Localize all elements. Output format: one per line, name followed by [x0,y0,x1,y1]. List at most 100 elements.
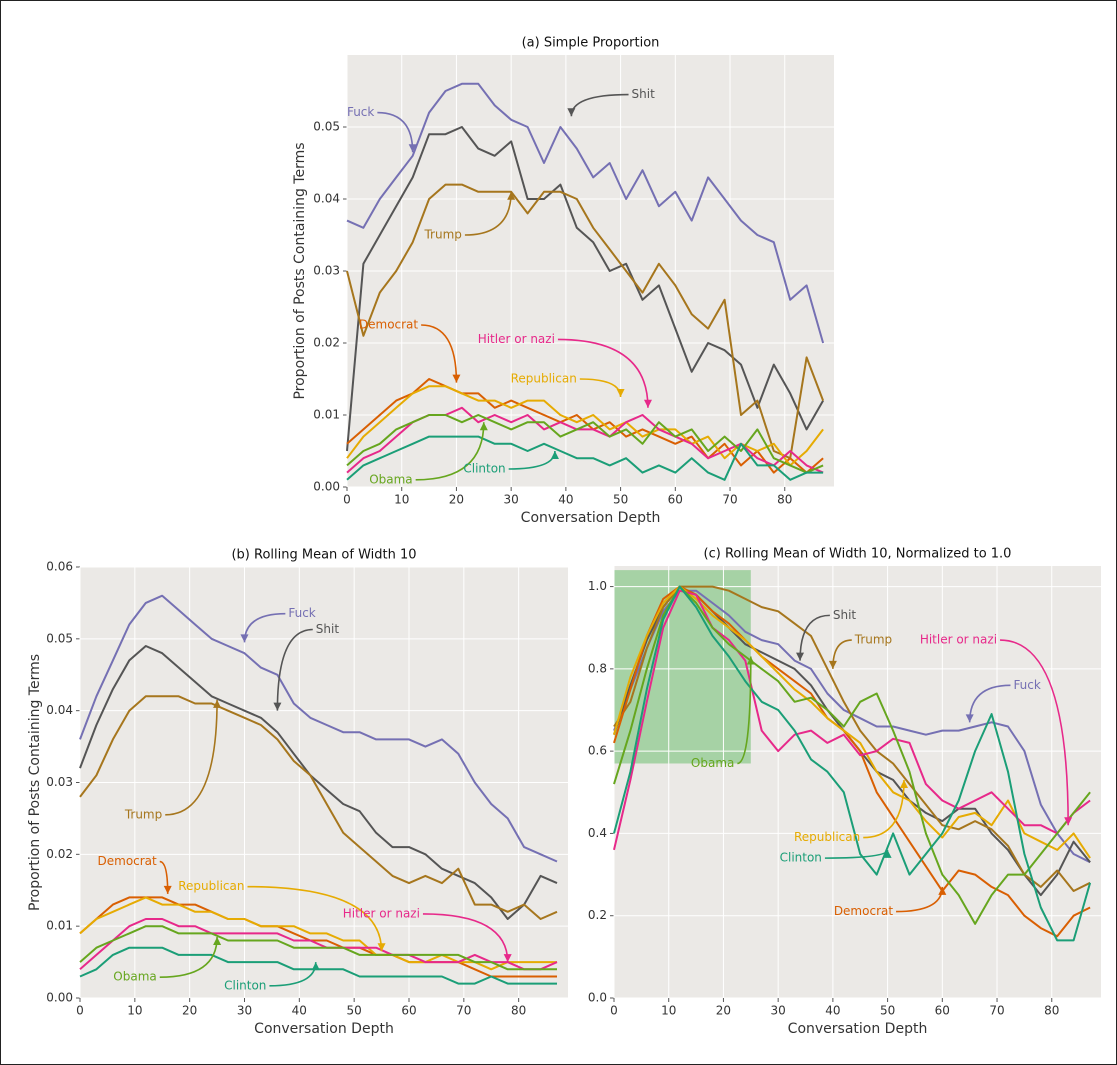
x-tick-label: 30 [504,493,519,507]
chart-title: (a) Simple Proportion [522,36,660,51]
x-tick-label: 10 [661,1004,676,1018]
annotation-label: Clinton [463,462,505,476]
y-tick-label: 0.04 [46,703,73,717]
x-tick-label: 20 [716,1004,731,1018]
annotation-arrowhead [213,936,222,945]
annotation-arrowhead [938,886,947,895]
annotation-label: Trump [854,633,892,647]
annotation-label: Democrat [359,318,419,332]
x-tick-label: 50 [613,493,628,507]
annotation-label: Obama [113,970,156,984]
x-tick-label: 20 [182,1004,197,1018]
series-line [79,695,558,920]
x-tick-label: 20 [449,493,464,507]
y-tick-label: 0.8 [588,661,607,675]
y-tick-label: 0.00 [313,480,340,494]
annotation-label: Clinton [780,851,822,865]
annotation-arrow [421,324,458,383]
annotation-arrowhead [377,943,386,952]
y-tick-label: 0.06 [46,560,73,574]
x-axis-label: Conversation Depth [254,1021,394,1037]
annotation-arrowhead [828,660,837,669]
annotation-arrowhead [1064,817,1073,826]
x-tick-label: 10 [394,493,409,507]
annotation-arrow [1000,639,1069,826]
annotation-label: Fuck [1013,678,1040,692]
x-tick-label: 40 [825,1004,840,1018]
annotation-label: Shit [316,622,340,636]
annotation-arrow [247,885,383,952]
annotation-arrow [737,656,752,765]
annotation-label: Democrat [834,904,894,918]
annotation-arrowhead [273,702,282,711]
x-tick-label: 40 [292,1004,307,1018]
y-axis-label: Proportion of Posts Containing Terms [27,654,43,911]
annotation-label: Shit [632,87,656,101]
series-line [346,82,825,344]
x-tick-label: 80 [511,1004,526,1018]
annotation-label: Shit [833,608,857,622]
series-line [613,585,1092,942]
annotation-arrowhead [550,451,559,459]
y-tick-label: 0.05 [313,120,340,134]
series-line [613,589,1091,851]
annotation-arrowhead [965,714,974,723]
series-line [79,594,558,863]
y-tick-label: 0.0 [588,991,607,1005]
series-line [79,645,558,920]
annotation-arrowhead [503,954,512,963]
annotation-label: Hitler or nazi [920,633,997,647]
y-tick-label: 0.01 [46,919,73,933]
annotation-arrowhead [883,849,892,858]
annotation-arrowhead [616,389,625,397]
annotation-label: Fuck [347,105,374,119]
series-line [79,896,557,971]
series-line [79,896,557,978]
y-tick-label: 0.6 [588,744,607,758]
annotation-arrowhead [240,634,249,643]
annotation-arrowhead [479,422,488,431]
series-line [346,435,824,481]
y-tick-label: 0.03 [46,775,73,789]
x-tick-label: 0 [343,493,351,507]
x-tick-label: 10 [127,1004,142,1018]
annotation-arrow [415,422,485,481]
annotation-label: Fuck [288,606,315,620]
y-tick-label: 0.2 [588,908,607,922]
annotation-label: Obama [691,756,734,770]
y-tick-label: 0.04 [313,192,340,206]
series-line [346,378,824,474]
y-tick-label: 0.00 [46,991,73,1005]
series-line [613,585,1091,859]
x-tick-label: 80 [1044,1004,1059,1018]
annotation-label: Republican [794,830,860,844]
annotation-arrow [863,779,905,839]
chart-title: (b) Rolling Mean of Width 10 [231,548,416,563]
chart-title: (c) Rolling Mean of Width 10, Normalized… [704,547,1012,562]
series-line [346,126,824,452]
x-axis-label: Conversation Depth [521,510,661,526]
x-tick-label: 50 [347,1004,362,1018]
x-tick-label: 30 [237,1004,252,1018]
x-tick-label: 0 [610,1004,618,1018]
annotation-arrow [165,699,218,816]
annotation-label: Democrat [98,854,158,868]
annotation-arrowhead [796,652,805,661]
annotation-arrow [276,628,313,711]
x-tick-label: 30 [771,1004,786,1018]
annotation-label: Hitler or nazi [343,906,420,920]
y-tick-label: 0.02 [46,847,73,861]
x-tick-label: 40 [558,493,573,507]
annotation-arrowhead [900,779,909,788]
annotation-label: Republican [511,372,577,386]
y-tick-label: 0.02 [313,336,340,350]
x-tick-label: 70 [989,1004,1004,1018]
annotation-arrowhead [163,885,172,894]
annotation-arrowhead [507,191,516,200]
y-tick-label: 0.03 [313,264,340,278]
x-tick-label: 80 [777,493,792,507]
x-tick-label: 60 [935,1004,950,1018]
annotation-arrowhead [746,656,755,665]
annotation-arrowhead [213,699,222,708]
